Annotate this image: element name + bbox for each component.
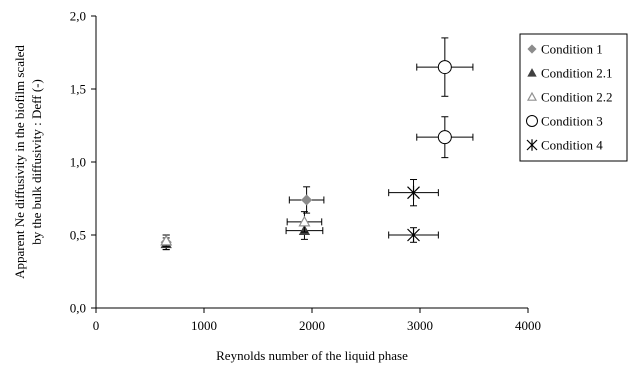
x-tick-label: 1000 [191, 318, 217, 333]
legend-box [519, 33, 628, 162]
legend-marker [526, 91, 538, 101]
legend-item-condition-2-1: Condition 2.1 [527, 66, 613, 81]
legend-item-condition-4: Condition 4 [526, 138, 603, 153]
legend-marker [526, 139, 538, 151]
x-tick-label: 3000 [407, 318, 433, 333]
legend: Condition 1 Condition 2.1 Condition 2.2 Con… [519, 33, 628, 162]
legend-label: Condition 3 [541, 114, 603, 129]
data-point-condition-1 [288, 186, 325, 214]
legend-item-condition-1: Condition 1 [527, 42, 603, 57]
condition-4-marker [407, 185, 420, 200]
legend-item-condition-3: Condition 3 [526, 114, 603, 129]
legend-marker [526, 115, 538, 127]
data-point-condition-2-2 [286, 211, 323, 233]
y-tick-label: 0,0 [70, 301, 86, 316]
data-point-condition-3 [416, 116, 474, 159]
data-marks [160, 37, 474, 251]
legend-label: Condition 1 [541, 42, 603, 57]
data-point-condition-3 [416, 37, 474, 97]
y-axis-label-line-1: Apparent Ne diffusivity in the biofilm s… [12, 45, 27, 279]
legend-marker [527, 68, 537, 77]
legend-label: Condition 4 [541, 138, 603, 153]
condition-4-marker [407, 228, 420, 242]
condition-3-marker [437, 60, 452, 75]
legend-item-condition-2-2: Condition 2.2 [526, 90, 613, 105]
condition-1-marker [301, 194, 313, 206]
condition-2-2-marker [160, 234, 173, 246]
x-tick-label: 2000 [299, 318, 325, 333]
y-axis-label-line-2: by the bulk diffusivity : Deff (-) [29, 79, 44, 245]
legend-marker [527, 44, 537, 54]
condition-3-marker [437, 130, 452, 145]
y-tick-label: 1,0 [70, 155, 86, 170]
condition-2-2-marker [298, 215, 311, 227]
data-point-condition-4 [388, 227, 439, 243]
x-axis-label: Reynolds number of the liquid phase [216, 348, 408, 363]
legend-label: Condition 2.2 [541, 90, 613, 105]
y-tick-label: 0,5 [70, 228, 86, 243]
y-tick-label: 1,5 [70, 82, 86, 97]
data-point-condition-4 [388, 179, 439, 207]
x-tick-label: 4000 [515, 318, 541, 333]
axes [95, 16, 528, 309]
x-tick-label: 0 [93, 318, 100, 333]
ticks: 0 1000 2000 3000 4000 0,0 0,5 1,0 1,5 2,0 [70, 9, 541, 334]
data-point-condition-2-2 [160, 234, 173, 248]
legend-label: Condition 2.1 [541, 66, 613, 81]
y-tick-label: 2,0 [70, 9, 86, 24]
